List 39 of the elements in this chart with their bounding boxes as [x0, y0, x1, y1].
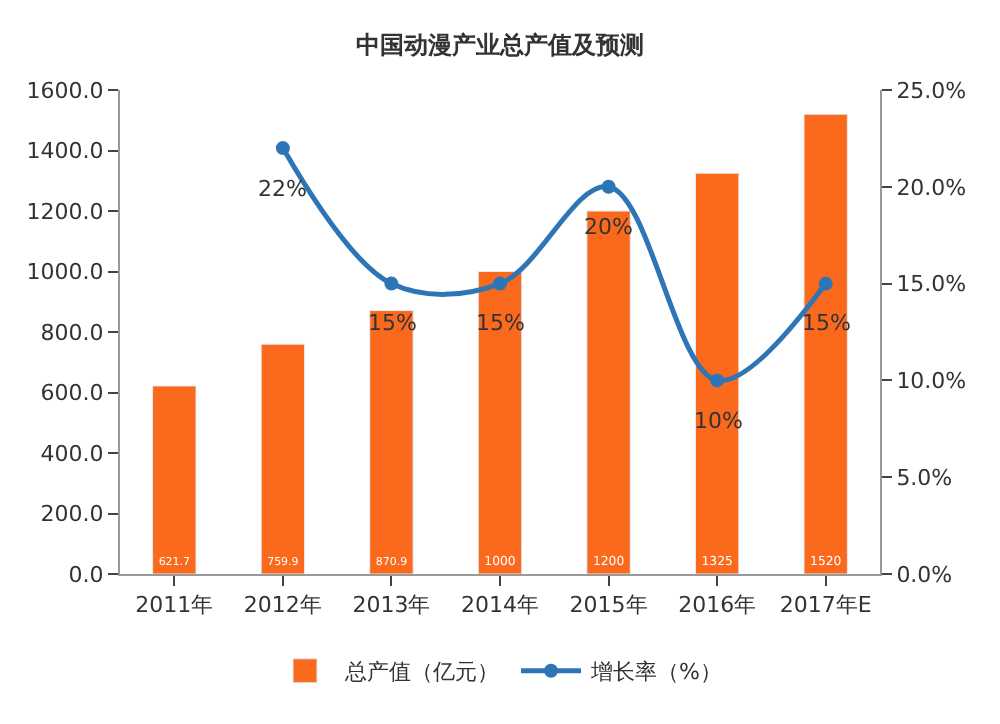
bar [694, 172, 740, 574]
point [493, 276, 507, 291]
point [601, 179, 616, 194]
bar [369, 310, 414, 574]
point [384, 276, 399, 291]
bar [586, 210, 631, 574]
bar [477, 271, 523, 574]
y-tick-label: 200.0 [40, 501, 104, 528]
x-tick-label: 2014年 [461, 592, 539, 619]
point [710, 373, 725, 388]
legend-label: 总产值（亿元） [343, 659, 499, 686]
x-tick-label: 2012年 [243, 592, 322, 619]
y2-tick-label: 20.0% [896, 174, 967, 201]
x-tick-label: 2013年 [352, 592, 431, 619]
bar [152, 385, 197, 574]
y-tick-label: 600.0 [40, 380, 104, 407]
y-tick-label: 1200.0 [26, 198, 104, 225]
y-tick-label: 1000.0 [26, 259, 104, 286]
y2-tick-label: 5.0% [896, 464, 953, 491]
y2-tick-label: 10.0% [896, 368, 967, 395]
chart-title: 中国动漫产业总产值及预测 [356, 31, 644, 59]
y-tick-label: 1600.0 [26, 77, 104, 104]
y2-tick-label: 25.0% [896, 77, 967, 104]
x-tick-label: 2017年E [779, 592, 872, 619]
data-label: 22% [258, 176, 307, 202]
x-tick-label: 2016年 [678, 592, 757, 619]
y-tick-label: 0.0 [68, 561, 104, 588]
y2-tick-label: 0.0% [896, 561, 953, 588]
bar [803, 113, 848, 574]
point [818, 276, 833, 291]
x-tick-label: 2011年 [135, 592, 214, 619]
y2-tick-label: 15.0% [896, 271, 967, 298]
x-tick-label: 2015年 [569, 592, 648, 619]
y-tick-label: 800.0 [40, 319, 104, 346]
y-tick-label: 1400.0 [26, 138, 104, 165]
y-tick-label: 400.0 [40, 440, 104, 467]
point [275, 141, 290, 156]
legend-label: 增长率（%） [589, 659, 722, 686]
bar [260, 343, 306, 574]
